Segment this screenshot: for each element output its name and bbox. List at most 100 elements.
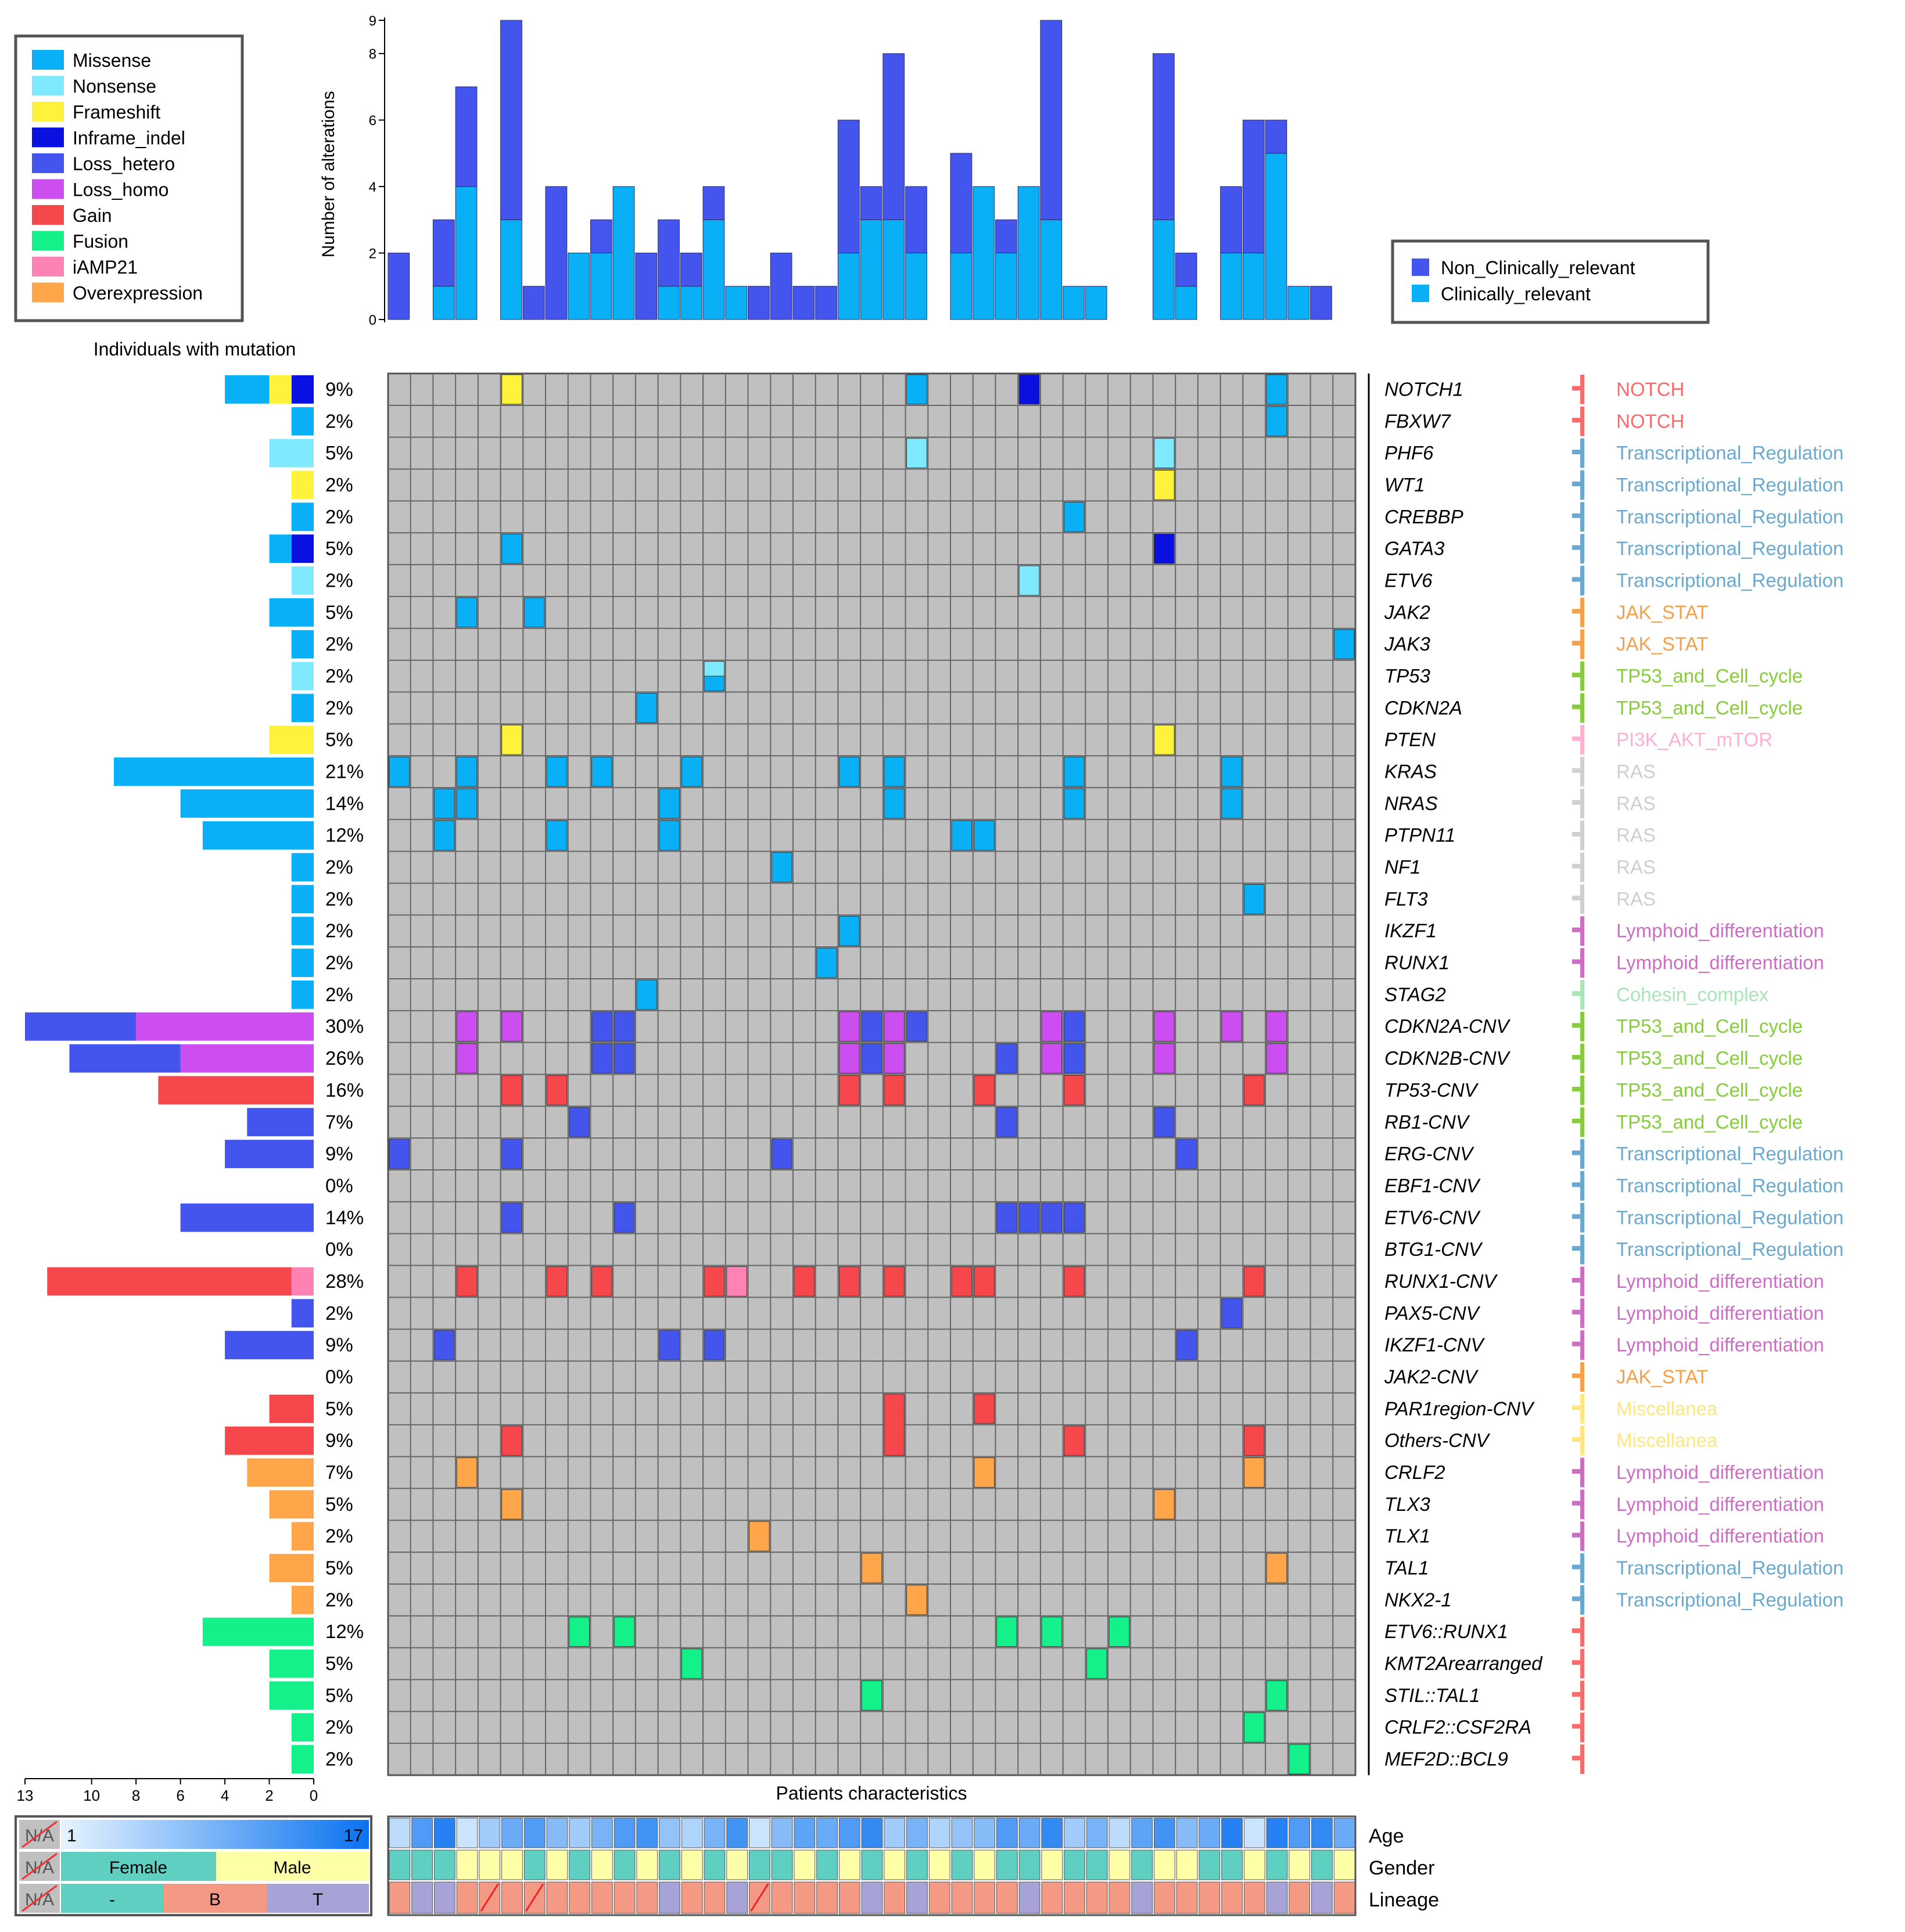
gender-cell — [433, 1850, 455, 1880]
cell-missense — [1064, 788, 1085, 819]
pathway-bracket — [1580, 979, 1584, 1010]
age-cell — [591, 1818, 613, 1848]
top-bar-clinically-relevant — [995, 253, 1017, 320]
age-cell — [1154, 1818, 1175, 1848]
cell-missense — [704, 676, 725, 691]
top-bar-non-clinically-relevant — [815, 286, 837, 320]
side-bar-nonsense — [291, 566, 314, 595]
gene-name: IKZF1 — [1384, 920, 1437, 942]
side-bar-missense — [291, 407, 314, 436]
side-bar-missense — [291, 502, 314, 532]
top-bar-non-clinically-relevant — [1242, 120, 1265, 254]
cell-missense — [389, 756, 410, 787]
pathway-bracket-tick — [1572, 1118, 1581, 1123]
gender-cell — [726, 1850, 748, 1880]
cell-gain — [974, 1075, 995, 1105]
gene-name: FLT3 — [1384, 888, 1428, 910]
gene-pct: 12% — [325, 824, 364, 846]
pathway-label: Transcriptional_Regulation — [1616, 1557, 1843, 1579]
pathway-bracket — [1580, 1011, 1584, 1042]
legend-swatch-inframe_indel — [32, 127, 64, 148]
cell-inframe_indel — [1154, 533, 1175, 564]
legend-swatch-loss_hetero — [32, 153, 64, 173]
pathway-bracket-tick — [1572, 1692, 1581, 1697]
gene-name: KRAS — [1384, 761, 1437, 782]
top-bar-non-clinically-relevant — [770, 253, 792, 320]
pathway-bracket — [1580, 1425, 1584, 1456]
cell-missense — [906, 374, 927, 405]
pathway-bracket — [1580, 470, 1584, 500]
side-bar-missense — [269, 598, 314, 627]
cell-fusion — [1086, 1649, 1107, 1679]
side-tick-label: 2 — [265, 1787, 273, 1804]
pathway-bracket — [1580, 534, 1584, 564]
lineage-cell — [1086, 1881, 1108, 1914]
pathway-label: TP53_and_Cell_cycle — [1616, 1079, 1803, 1101]
cell-loss_hetero — [614, 1011, 635, 1042]
age-cell — [614, 1818, 636, 1848]
pathway-label: Lymphoid_differentiation — [1616, 920, 1824, 942]
pathway-bracket-tick — [1572, 1405, 1581, 1410]
pathway-bracket — [1580, 1298, 1584, 1328]
legend-label-inframe_indel: Inframe_indel — [73, 128, 185, 149]
gender-cell — [501, 1850, 523, 1880]
cell-loss_hetero — [771, 1139, 792, 1169]
legend-swatch-overexpression — [32, 282, 64, 303]
age-cell — [1311, 1818, 1333, 1848]
top-bar-clinically-relevant — [590, 253, 612, 320]
side-bar-missense — [291, 949, 314, 977]
gene-pct: 0% — [325, 1238, 353, 1260]
alteration-legend: Missense Nonsense Frameshift Inframe_indel L… — [14, 34, 244, 322]
pathway-bracket — [1580, 1617, 1584, 1647]
cell-loss_hetero — [501, 1202, 522, 1233]
pathway-bracket — [1580, 1585, 1584, 1615]
cell-missense — [1221, 756, 1242, 787]
top-bar-clinically-relevant — [950, 253, 973, 320]
top-bar-non-clinically-relevant — [995, 219, 1017, 254]
gender-cell — [1108, 1850, 1131, 1880]
lineage-cell — [794, 1881, 816, 1914]
legend-swatch-frameshift — [32, 102, 64, 121]
pathway-bracket-tick — [1572, 1564, 1581, 1570]
gene-pct: 28% — [325, 1270, 364, 1292]
pathway-label: Transcriptional_Regulation — [1616, 1206, 1843, 1228]
top-bar-clinically-relevant — [432, 286, 455, 320]
top-barplot-ylabel: Number of alterations — [319, 91, 338, 258]
cell-overexpression — [1243, 1457, 1265, 1488]
age-cell — [501, 1818, 523, 1848]
pathway-bracket-tick — [1572, 1246, 1581, 1251]
gene-pct: 5% — [325, 1493, 353, 1515]
pathway-bracket-tick — [1572, 1469, 1581, 1474]
pathway-bracket — [1580, 1075, 1584, 1105]
side-bar-missense — [291, 694, 314, 723]
side-bar-frameshift — [269, 375, 292, 404]
gene-name: CDKN2A-CNV — [1384, 1015, 1511, 1037]
cell-loss_homo — [1041, 1011, 1063, 1042]
pathway-bracket-tick — [1572, 927, 1581, 932]
legend-label-fusion: Fusion — [73, 231, 128, 252]
top-bar-non-clinically-relevant — [905, 186, 927, 254]
pathway-bracket — [1580, 1649, 1584, 1679]
age-cell — [861, 1818, 883, 1848]
cell-missense — [659, 820, 680, 851]
gene-pct: 2% — [325, 697, 353, 719]
age-cell — [928, 1818, 950, 1848]
age-cell — [636, 1818, 658, 1848]
top-bar-clinically-relevant — [1085, 286, 1107, 320]
na-slash — [21, 1820, 58, 1848]
gene-pct: 2% — [325, 474, 353, 495]
age-cell — [1108, 1818, 1131, 1848]
gene-name: CRLF2 — [1384, 1461, 1445, 1483]
lineage-cell — [636, 1881, 658, 1914]
pathway-label: RAS — [1616, 856, 1656, 878]
pathway-label: TP53_and_Cell_cycle — [1616, 1111, 1803, 1133]
gene-name: RUNX1 — [1384, 952, 1450, 974]
pathway-label: JAK_STAT — [1616, 601, 1708, 623]
lineage-cell — [1154, 1881, 1175, 1914]
pathway-bracket-tick — [1572, 1277, 1581, 1283]
pathway-bracket — [1580, 1362, 1584, 1392]
clinical-legend-label: Clinically_relevant — [1441, 283, 1591, 304]
cell-gain — [974, 1266, 995, 1297]
top-bar-non-clinically-relevant — [837, 120, 860, 254]
gene-name: TP53 — [1384, 665, 1431, 687]
